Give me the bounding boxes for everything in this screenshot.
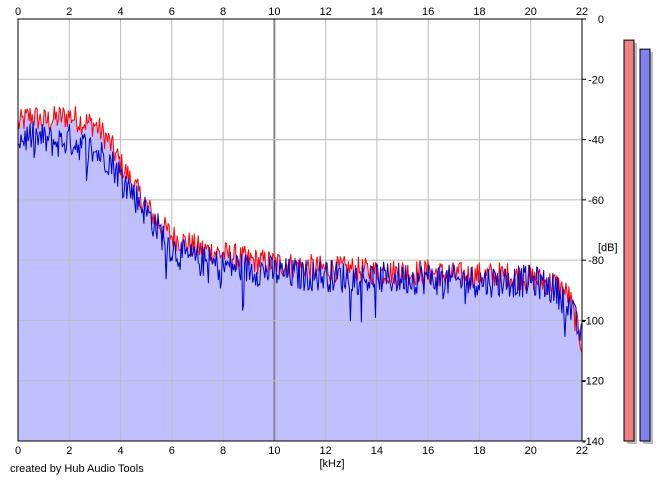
x-axis-label: [kHz] (319, 458, 344, 470)
y-tick-label: -40 (588, 135, 604, 147)
x-tick-label-top: 18 (473, 6, 485, 18)
x-tick-label-top: 20 (525, 6, 537, 18)
x-tick-label-top: 8 (220, 6, 226, 18)
y-axis-label: [dB] (598, 242, 618, 254)
grid-lines (17, 18, 583, 442)
level-meter-red (623, 39, 635, 442)
x-tick-label-top: 0 (15, 6, 21, 18)
x-tick-label-top: 10 (268, 6, 280, 18)
y-tick-label: -120 (582, 376, 604, 388)
x-axis-bottom-ticks: 0 2 4 6 8 10 12 14 16 18 20 22 (15, 445, 588, 457)
level-meter-blue (639, 48, 651, 442)
x-tick-label-top: 6 (169, 6, 175, 18)
x-axis-top-ticks: 0 2 4 6 8 10 12 14 16 18 20 22 (15, 6, 588, 18)
x-tick-label-bottom: 20 (525, 445, 537, 457)
x-tick-label-bottom: 16 (422, 445, 434, 457)
y-tick-label: 0 (598, 14, 604, 26)
x-tick-label-top: 2 (66, 6, 72, 18)
y-tick-label: -80 (588, 255, 604, 267)
credit-text: created by Hub Audio Tools (10, 463, 144, 475)
blue-channel-spectrum (17, 120, 583, 341)
y-tick-label: -100 (582, 315, 604, 327)
x-tick-label-top: 16 (422, 6, 434, 18)
x-tick-label-top: 12 (320, 6, 332, 18)
x-tick-label-bottom: 2 (66, 445, 72, 457)
y-axis-ticks: 0 -20 -40 -60 -80 -100 -120 -140 (582, 14, 604, 448)
y-tick-label: -20 (588, 74, 604, 86)
level-meters (623, 39, 653, 445)
x-tick-label-bottom: 14 (371, 445, 383, 457)
x-tick-label-bottom: 0 (15, 445, 21, 457)
spectrum-fill-area (18, 106, 582, 441)
x-tick-label-top: 14 (371, 6, 383, 18)
x-tick-label-bottom: 6 (169, 445, 175, 457)
x-tick-label-bottom: 22 (576, 445, 588, 457)
y-tick-label: -60 (588, 195, 604, 207)
x-tick-label-bottom: 18 (473, 445, 485, 457)
x-tick-label-top: 22 (576, 6, 588, 18)
x-tick-label-bottom: 8 (220, 445, 226, 457)
plot-frame (17, 18, 583, 442)
x-tick-label-bottom: 4 (117, 445, 123, 457)
y-tick-label: -140 (582, 436, 604, 448)
x-tick-label-bottom: 12 (320, 445, 332, 457)
x-tick-label-top: 4 (117, 6, 123, 18)
x-tick-label-bottom: 10 (268, 445, 280, 457)
